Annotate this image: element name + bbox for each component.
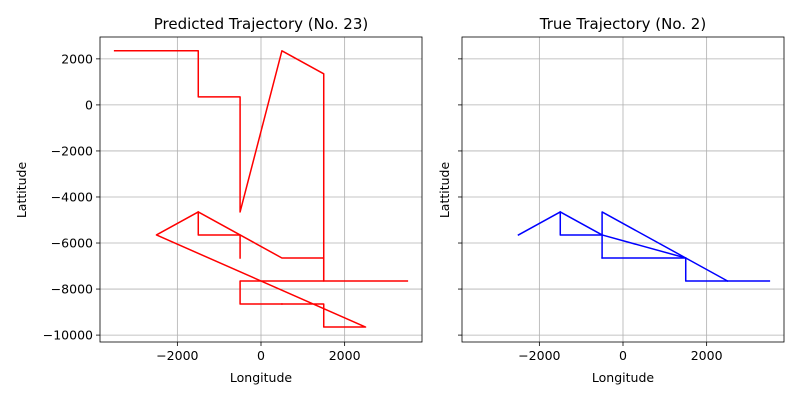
y-axis-label: Lattitude (14, 162, 29, 219)
x-tick-label: 2000 (329, 348, 361, 363)
y-tick-label: −8000 (51, 282, 93, 297)
y-axis-label: Lattitude (437, 162, 452, 219)
chart-title: True Trajectory (No. 2) (539, 15, 706, 33)
chart-title: Predicted Trajectory (No. 23) (154, 15, 368, 33)
y-tick-label: −4000 (51, 189, 93, 204)
trajectory-line (155, 211, 409, 328)
x-tick-label: 2000 (691, 348, 723, 363)
trajectory-line (113, 50, 325, 305)
predicted-trajectory-panel: Predicted Trajectory (No. 23) Longitude … (14, 15, 423, 385)
true-trajectory-panel: True Trajectory (No. 2) Longitude Lattit… (437, 15, 785, 385)
x-tick-label: 0 (619, 348, 627, 363)
x-tick-label: −2000 (156, 348, 198, 363)
x-tick-label: −2000 (518, 348, 560, 363)
y-tick-label: −10000 (43, 328, 93, 343)
x-axis-label: Longitude (592, 370, 654, 385)
trajectory-line (197, 210, 241, 259)
y-tick-label: −2000 (51, 143, 93, 158)
x-tick-label: 0 (257, 348, 265, 363)
y-tick-label: 0 (85, 97, 93, 112)
trajectory-line (559, 210, 729, 283)
y-tick-label: −6000 (51, 236, 93, 251)
x-axis-label: Longitude (230, 370, 292, 385)
y-tick-label: 2000 (61, 51, 93, 66)
